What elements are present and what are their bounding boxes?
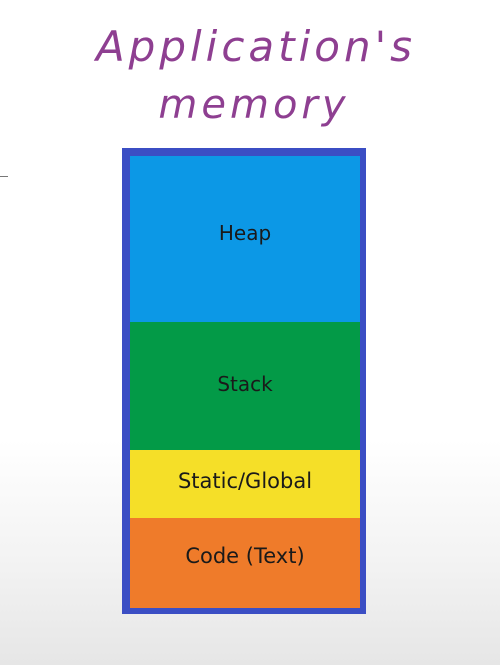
code-text-segment: Code (Text) [130,518,360,608]
stack-segment: Stack [130,322,360,450]
title-line-application: Application's [95,22,417,71]
static-global-label: Static/Global [177,469,313,493]
memory-layout-diagram: Heap Stack Static/Global Code (Text) [122,148,366,614]
heap-segment: Heap [130,156,360,322]
stack-label: Stack [217,372,273,396]
left-edge-tick [0,176,8,177]
title-line-memory: memory [158,82,350,128]
static-global-segment: Static/Global [130,450,360,518]
code-text-label: Code (Text) [185,544,305,568]
heap-label: Heap [218,221,272,245]
